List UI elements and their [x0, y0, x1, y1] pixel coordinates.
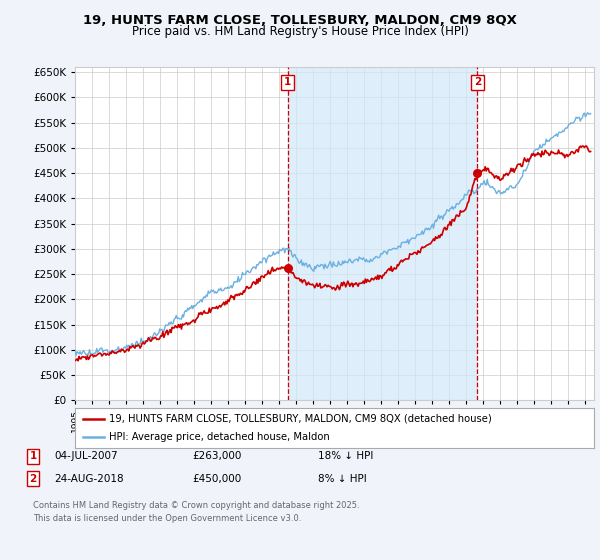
Text: 1: 1 [29, 451, 37, 461]
Text: 2: 2 [474, 77, 481, 87]
Text: Contains HM Land Registry data © Crown copyright and database right 2025.
This d: Contains HM Land Registry data © Crown c… [33, 501, 359, 522]
Text: 2: 2 [29, 474, 37, 484]
Text: 1: 1 [284, 77, 292, 87]
Text: 24-AUG-2018: 24-AUG-2018 [54, 474, 124, 484]
Text: £450,000: £450,000 [192, 474, 241, 484]
Text: 19, HUNTS FARM CLOSE, TOLLESBURY, MALDON, CM9 8QX (detached house): 19, HUNTS FARM CLOSE, TOLLESBURY, MALDON… [109, 414, 491, 423]
Text: HPI: Average price, detached house, Maldon: HPI: Average price, detached house, Mald… [109, 432, 329, 442]
Text: 04-JUL-2007: 04-JUL-2007 [54, 451, 118, 461]
Text: 19, HUNTS FARM CLOSE, TOLLESBURY, MALDON, CM9 8QX: 19, HUNTS FARM CLOSE, TOLLESBURY, MALDON… [83, 14, 517, 27]
Text: £263,000: £263,000 [192, 451, 241, 461]
Text: 18% ↓ HPI: 18% ↓ HPI [318, 451, 373, 461]
Point [283, 263, 293, 272]
Point [473, 169, 482, 178]
Text: 8% ↓ HPI: 8% ↓ HPI [318, 474, 367, 484]
Text: Price paid vs. HM Land Registry's House Price Index (HPI): Price paid vs. HM Land Registry's House … [131, 25, 469, 38]
